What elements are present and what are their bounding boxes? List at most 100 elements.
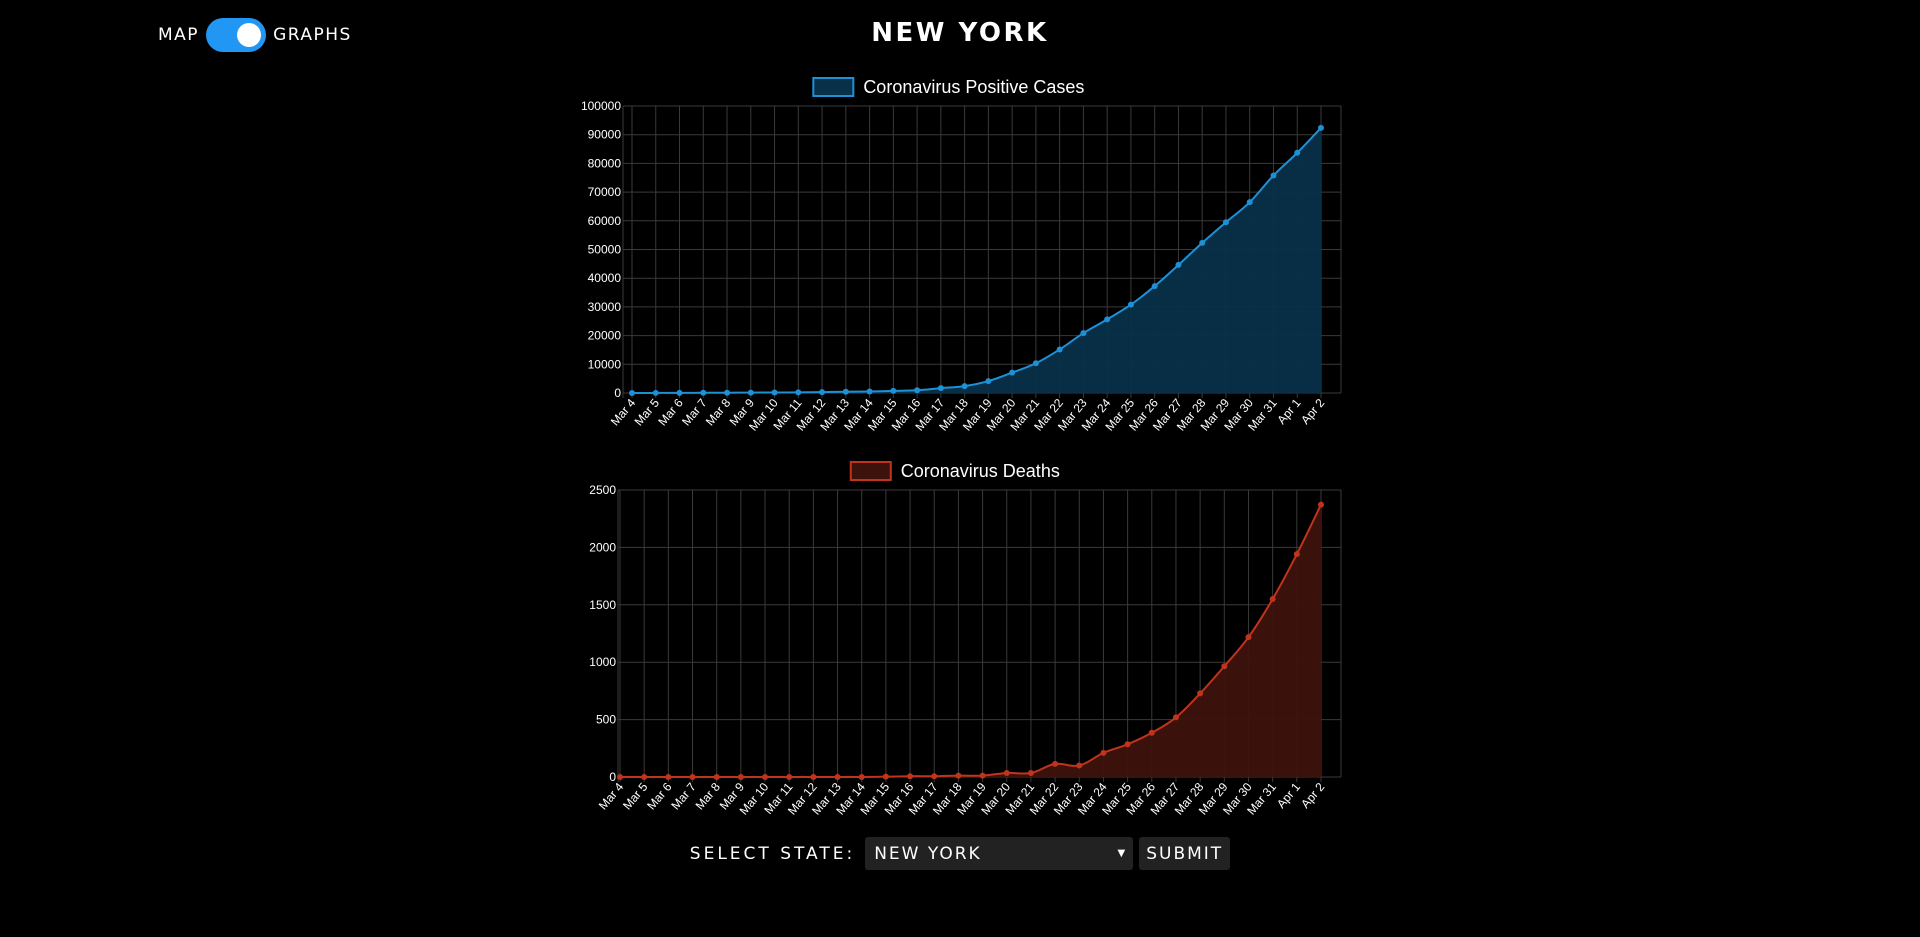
- data-point: [1222, 219, 1229, 226]
- data-point: [931, 773, 938, 780]
- y-tick-label: 1000: [589, 655, 616, 669]
- data-point: [676, 389, 683, 396]
- data-point: [858, 774, 865, 780]
- y-tick-label: 500: [596, 713, 616, 727]
- data-point: [1294, 149, 1301, 156]
- data-point: [1052, 760, 1059, 767]
- data-point: [652, 389, 659, 396]
- data-point: [1080, 330, 1087, 337]
- y-tick-label: 1500: [589, 598, 616, 612]
- y-tick-label: 100000: [581, 99, 621, 113]
- data-point: [1197, 690, 1204, 697]
- y-tick-label: 2500: [589, 483, 616, 497]
- y-tick-label: 2000: [589, 540, 616, 554]
- data-point: [819, 389, 826, 396]
- x-tick-label: Mar 6: [644, 780, 675, 813]
- data-point: [1245, 634, 1252, 641]
- data-point: [786, 774, 793, 780]
- data-point: [1032, 360, 1039, 367]
- map-graphs-switch[interactable]: [206, 18, 267, 52]
- data-point: [890, 387, 897, 394]
- data-point: [700, 389, 707, 396]
- y-tick-label: 10000: [588, 357, 622, 371]
- data-point: [866, 388, 873, 395]
- data-point: [955, 772, 962, 779]
- toggle-graphs-label[interactable]: GRAPHS: [273, 25, 352, 45]
- x-tick-label: Mar 5: [632, 396, 663, 429]
- y-tick-label: 80000: [588, 156, 622, 170]
- data-point: [882, 773, 889, 780]
- data-point: [1027, 769, 1034, 776]
- data-point: [1009, 369, 1016, 376]
- data-point: [1056, 346, 1063, 353]
- data-point: [979, 772, 986, 779]
- data-point: [1172, 714, 1179, 721]
- y-tick-label: 60000: [588, 214, 622, 228]
- legend-swatch: [849, 461, 892, 481]
- data-point: [724, 389, 731, 396]
- select-state-label: SELECT STATE:: [689, 843, 856, 864]
- data-point: [1221, 663, 1228, 670]
- legend-label: Coronavirus Deaths: [901, 461, 1060, 481]
- data-point: [641, 774, 648, 780]
- y-tick-label: 50000: [588, 243, 622, 257]
- state-select-value: NEW YORK: [874, 843, 982, 864]
- data-point: [747, 389, 754, 396]
- state-controls: SELECT STATE: NEW YORK ▼ SUBMIT: [0, 837, 1920, 870]
- data-point: [1104, 316, 1111, 323]
- data-point: [629, 389, 635, 396]
- data-point: [961, 383, 968, 390]
- deaths-chart: Coronavirus Deaths 0 500 1000 1500 2000 2500 Ma…: [589, 461, 1342, 818]
- cases-chart: Coronavirus Positive Cases 0 10000 20000 300…: [581, 77, 1342, 434]
- x-tick-label: Mar 6: [655, 396, 686, 429]
- switch-knob: [237, 23, 262, 47]
- data-point: [689, 774, 696, 780]
- x-tick-label: Apr 1: [1274, 396, 1303, 427]
- x-tick-label: Mar 8: [703, 396, 734, 429]
- legend-label: Coronavirus Positive Cases: [863, 77, 1084, 97]
- x-tick-label: Mar 4: [608, 396, 639, 429]
- data-point: [1246, 199, 1253, 206]
- data-point: [1151, 283, 1158, 290]
- x-tick-label: Mar 7: [668, 780, 699, 813]
- data-point: [1318, 501, 1324, 508]
- data-point: [795, 389, 802, 396]
- x-tick-label: Mar 5: [620, 780, 651, 813]
- data-point: [762, 774, 769, 780]
- x-tick-label: Mar 8: [693, 780, 724, 813]
- submit-button[interactable]: SUBMIT: [1139, 837, 1231, 870]
- data-point: [1318, 124, 1324, 131]
- toggle-map-label[interactable]: MAP: [158, 25, 200, 45]
- y-tick-label: 0: [614, 386, 621, 400]
- series-area: [620, 504, 1321, 777]
- y-tick-label: 70000: [588, 185, 622, 199]
- data-point: [1293, 551, 1300, 558]
- data-point: [713, 774, 720, 780]
- x-tick-label: Apr 2: [1298, 396, 1327, 427]
- y-tick-label: 40000: [588, 271, 622, 285]
- state-select[interactable]: NEW YORK ▼: [865, 837, 1134, 870]
- data-point: [1270, 172, 1277, 179]
- data-point: [842, 388, 849, 395]
- data-point: [737, 774, 744, 780]
- legend-swatch: [812, 77, 855, 97]
- data-point: [1269, 596, 1276, 603]
- dropdown-caret-icon: ▼: [1117, 848, 1128, 859]
- data-point: [1148, 729, 1155, 736]
- data-point: [1127, 301, 1134, 308]
- series-area: [632, 127, 1321, 394]
- x-tick-label: Apr 1: [1274, 780, 1303, 811]
- data-point: [810, 774, 817, 780]
- data-point: [907, 773, 914, 780]
- view-toggle: MAP GRAPHS: [158, 18, 352, 52]
- data-point: [937, 385, 944, 392]
- x-tick-label: Mar 4: [596, 780, 627, 813]
- data-point: [834, 774, 841, 780]
- data-point: [985, 378, 992, 385]
- data-point: [771, 389, 778, 396]
- data-point: [1076, 762, 1083, 769]
- y-tick-label: 0: [609, 770, 616, 784]
- x-tick-label: Mar 7: [679, 396, 710, 429]
- data-point: [1175, 261, 1182, 268]
- data-point: [914, 387, 921, 394]
